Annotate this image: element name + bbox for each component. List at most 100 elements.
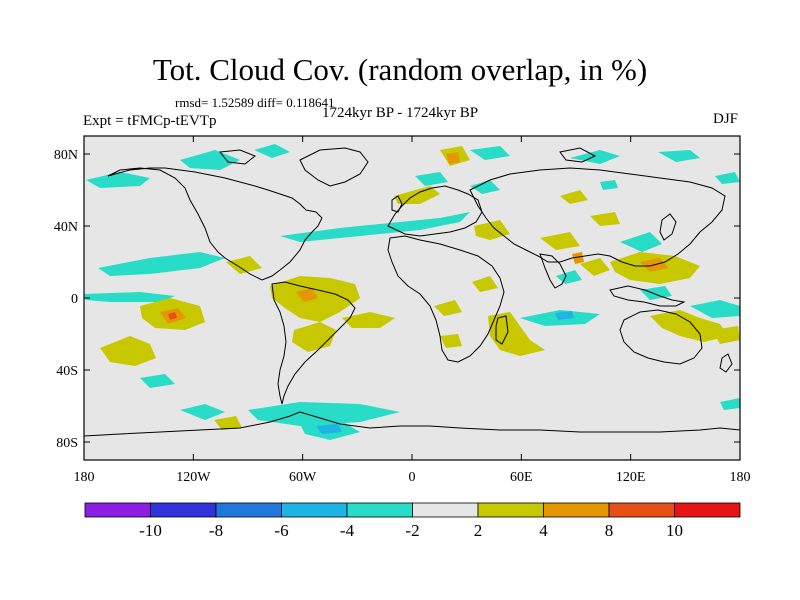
anomaly-patch <box>712 326 740 344</box>
period-label: 1724kyr BP - 1724kyr BP <box>322 105 479 121</box>
latitude-axis: 80N 40N 0 40S 80S <box>54 148 740 451</box>
colorbar-box <box>543 502 610 518</box>
lon-tick-label: 120W <box>176 470 211 485</box>
coastline-greenland <box>299 147 369 187</box>
colorbar-label: -4 <box>340 521 355 540</box>
colorbar-label: -2 <box>405 521 419 540</box>
anomaly-patch <box>84 292 175 302</box>
anomaly-patch <box>600 180 618 190</box>
anomaly-patch <box>470 180 500 194</box>
colorbar-label: -8 <box>209 521 223 540</box>
lat-tick-label: 40N <box>54 220 78 235</box>
anomaly-patch <box>580 258 610 276</box>
anomaly-patch <box>434 300 462 316</box>
colorbar-label: -6 <box>274 521 288 540</box>
stats-text: rmsd= 1.52589 diff= 0.118641 <box>175 95 335 110</box>
anomaly-patch <box>100 336 156 366</box>
colorbar-label: 10 <box>666 521 683 540</box>
anomaly-patch <box>280 212 470 242</box>
lat-tick-label: 80S <box>56 436 78 451</box>
coastline-madagascar <box>495 315 509 345</box>
coastline-british-isles <box>391 195 403 213</box>
colorbar <box>84 502 741 518</box>
anomaly-patch <box>570 150 620 164</box>
coastline-arctic-islands <box>559 147 597 163</box>
anomaly-patch <box>560 190 588 204</box>
coastline-south-america <box>271 281 356 405</box>
anomaly-patch <box>342 312 395 328</box>
anomaly-patch <box>214 416 242 430</box>
colorbar-box <box>215 502 282 518</box>
anomaly-patch <box>650 310 728 342</box>
anomaly-patch <box>474 220 510 240</box>
lon-tick-label: 120E <box>616 470 646 485</box>
lon-tick-label: 180 <box>730 470 751 485</box>
anomaly-patch <box>715 172 740 184</box>
coastline-india <box>539 253 567 289</box>
lon-tick-label: 0 <box>409 470 416 485</box>
anomaly-patch <box>248 402 400 426</box>
coastline-arctic-islands <box>219 149 256 165</box>
anomaly-patch <box>658 150 700 162</box>
anomaly-patch <box>620 232 662 252</box>
anomaly-patch <box>98 252 225 276</box>
anomaly-patch <box>470 146 510 160</box>
anomaly-patch <box>168 312 177 320</box>
anomaly-patch <box>540 232 580 250</box>
colorbar-box <box>84 502 151 518</box>
lon-tick-label: 60E <box>510 470 533 485</box>
colorbar-box <box>281 502 348 518</box>
anomaly-patch <box>140 374 175 388</box>
anomaly-patch <box>720 398 740 410</box>
colorbar-box <box>346 502 413 518</box>
anomaly-patch <box>572 252 584 264</box>
anomaly-patch <box>555 311 574 320</box>
season-label: DJF <box>712 111 738 127</box>
coastline-australia <box>619 309 703 365</box>
coastline-antarctica <box>84 411 740 437</box>
lon-tick-label: 60W <box>289 470 317 485</box>
anomaly-patch <box>180 404 225 420</box>
colorbar-label: 8 <box>605 521 614 540</box>
anomaly-patch <box>292 322 336 352</box>
anomaly-patch <box>254 144 290 158</box>
anomaly-patch <box>296 288 318 302</box>
anomaly-patch <box>690 300 740 318</box>
coastline-japan <box>659 213 677 241</box>
anomaly-patch <box>226 256 262 274</box>
colorbar-box <box>477 502 544 518</box>
lat-tick-label: 40S <box>56 364 78 379</box>
anomaly-patch <box>270 276 360 322</box>
anomaly-patch <box>394 186 440 204</box>
coastline-africa <box>387 235 505 363</box>
colorbar-box <box>608 502 675 518</box>
coastlines <box>84 147 740 437</box>
anomaly-patch <box>556 270 582 284</box>
colorbar-labels: -10 -8 -6 -4 -2 2 4 8 10 <box>139 521 683 540</box>
anomaly-patch <box>86 172 150 188</box>
anomaly-layer <box>84 144 740 440</box>
lat-tick-label: 80N <box>54 148 78 163</box>
longitude-axis: 180 120W 60W 0 60E 120E 180 <box>74 136 751 485</box>
colorbar-box <box>150 502 217 518</box>
colorbar-label: 4 <box>539 521 548 540</box>
map-background <box>84 136 740 460</box>
anomaly-patch <box>472 276 498 292</box>
anomaly-patch <box>590 212 620 226</box>
anomaly-patch <box>446 152 460 164</box>
coastline-north-america <box>107 167 323 281</box>
lon-tick-label: 180 <box>74 470 95 485</box>
anomaly-patch <box>316 424 342 434</box>
anomaly-patch <box>180 150 240 170</box>
plot-title: Tot. Cloud Cov. (random overlap, in %) <box>152 52 648 87</box>
colorbar-box <box>412 502 479 518</box>
colorbar-label: 2 <box>474 521 483 540</box>
colorbar-box <box>674 502 741 518</box>
anomaly-patch <box>640 286 672 300</box>
anomaly-patch <box>415 172 448 186</box>
lat-tick-label: 0 <box>71 292 78 307</box>
colorbar-label: -10 <box>139 521 162 540</box>
coastline-asia <box>469 167 726 267</box>
coastline-new-zealand <box>719 353 733 373</box>
